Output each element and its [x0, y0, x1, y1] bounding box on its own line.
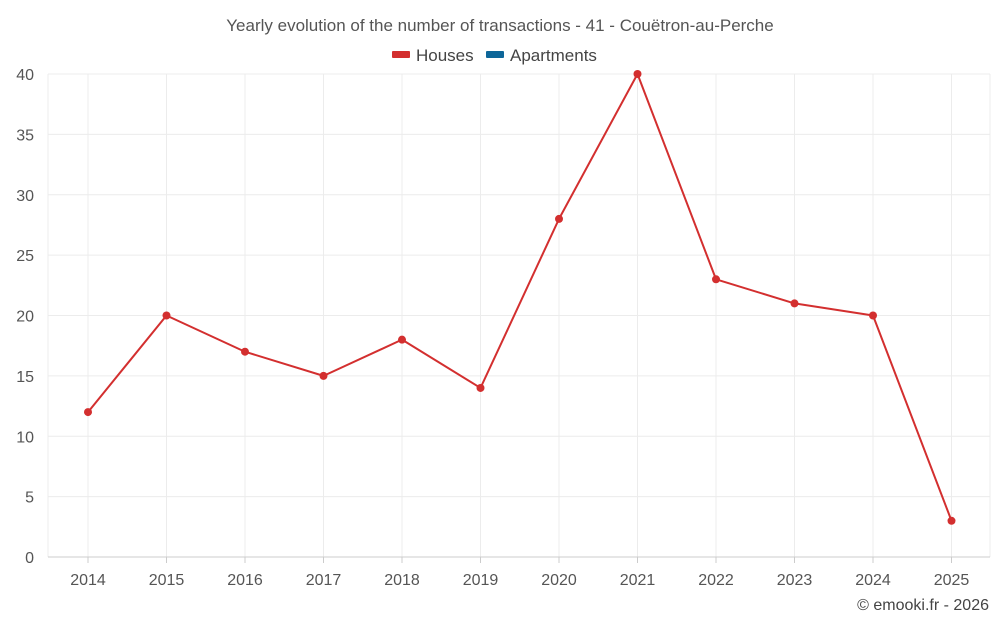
horizontal-gridlines — [48, 73, 990, 498]
x-tick-label: 2022 — [698, 572, 734, 589]
x-tick-label: 2014 — [70, 572, 106, 589]
credit-text: © emooki.fr - 2026 — [857, 597, 989, 614]
data-point-houses[interactable] — [947, 516, 956, 525]
y-tick-label: 30 — [16, 188, 34, 205]
data-point-houses[interactable] — [476, 383, 485, 392]
legend-swatch-apartments — [486, 51, 504, 58]
y-tick-label: 10 — [16, 429, 34, 446]
y-tick-label: 35 — [16, 127, 34, 144]
data-point-houses[interactable] — [84, 408, 92, 417]
y-tick-label: 0 — [25, 550, 34, 567]
x-tick-label: 2018 — [384, 572, 420, 589]
legend-swatch-houses — [392, 51, 410, 58]
x-tick-label: 2016 — [227, 572, 263, 589]
series-line-houses — [87, 73, 953, 522]
x-tick-label: 2019 — [463, 572, 499, 589]
data-point-houses[interactable] — [712, 275, 720, 284]
data-point-houses[interactable] — [319, 371, 328, 380]
data-point-houses[interactable] — [162, 311, 171, 320]
data-point-houses[interactable] — [398, 335, 406, 344]
data-point-houses[interactable] — [241, 347, 249, 356]
x-tick-label: 2025 — [934, 572, 970, 589]
y-tick-label: 15 — [16, 369, 34, 386]
legend-label-houses[interactable]: Houses — [416, 46, 474, 65]
x-tick-label: 2020 — [541, 572, 577, 589]
y-tick-label: 25 — [16, 248, 34, 265]
series-houses — [84, 70, 956, 525]
x-tick-label: 2017 — [306, 572, 342, 589]
x-tick-label: 2021 — [620, 572, 656, 589]
x-tick-label: 2023 — [777, 572, 813, 589]
y-axis-ticks: 0 5 10 15 20 25 30 35 40 — [16, 67, 34, 567]
data-point-houses[interactable] — [633, 70, 642, 78]
x-axis-ticks: 2014 2015 2016 2017 2018 2019 2020 2021 2022 2023… — [70, 557, 969, 589]
x-tick-label: 2015 — [149, 572, 185, 589]
data-point-houses[interactable] — [790, 299, 799, 308]
legend-label-apartments[interactable]: Apartments — [510, 46, 597, 65]
data-point-houses[interactable] — [555, 214, 563, 223]
legend: Houses Apartments — [392, 46, 597, 65]
y-tick-label: 20 — [16, 309, 34, 326]
y-tick-label: 5 — [25, 490, 34, 507]
x-tick-label: 2024 — [855, 572, 891, 589]
y-tick-label: 40 — [16, 67, 34, 84]
chart-title: Yearly evolution of the number of transa… — [226, 16, 773, 35]
data-point-houses[interactable] — [869, 311, 877, 320]
